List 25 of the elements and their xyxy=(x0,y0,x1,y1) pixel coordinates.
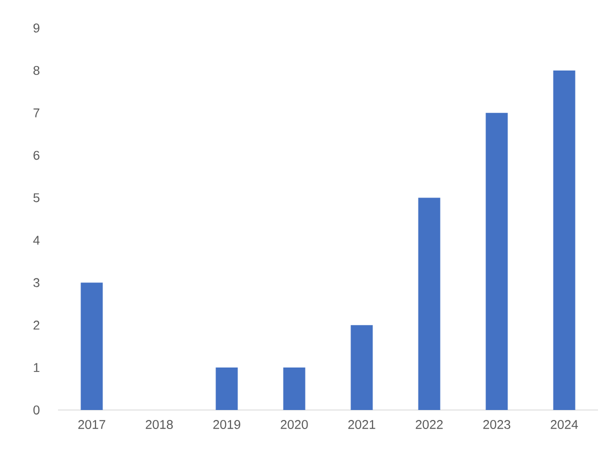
bar xyxy=(216,368,238,410)
bar xyxy=(350,325,373,410)
x-tick-label: 2023 xyxy=(483,420,510,429)
y-tick-label: 9 xyxy=(34,24,40,32)
x-tick-label: 2021 xyxy=(348,420,376,429)
x-tick-label: 2022 xyxy=(416,420,443,429)
y-tick-label: 6 xyxy=(34,150,40,160)
x-tick-label: 2024 xyxy=(550,420,578,429)
x-tick-label: 2017 xyxy=(78,420,106,429)
bar xyxy=(418,198,440,410)
bar xyxy=(486,112,508,410)
y-tick-label: 1 xyxy=(34,363,40,372)
y-tick-label: 2 xyxy=(34,320,40,330)
x-tick-label: 2019 xyxy=(213,420,240,429)
y-tick-label: 0 xyxy=(33,406,40,414)
y-tick-label: 8 xyxy=(33,66,40,75)
bar xyxy=(553,70,576,410)
y-tick-label: 3 xyxy=(33,278,40,288)
y-tick-label: 7 xyxy=(34,108,40,118)
bar xyxy=(283,368,306,410)
bar xyxy=(80,282,103,410)
y-tick-label: 5 xyxy=(33,193,40,202)
x-tick-label: 2018 xyxy=(146,420,173,429)
y-tick-label: 4 xyxy=(33,236,40,245)
x-tick-label: 2020 xyxy=(280,420,308,429)
